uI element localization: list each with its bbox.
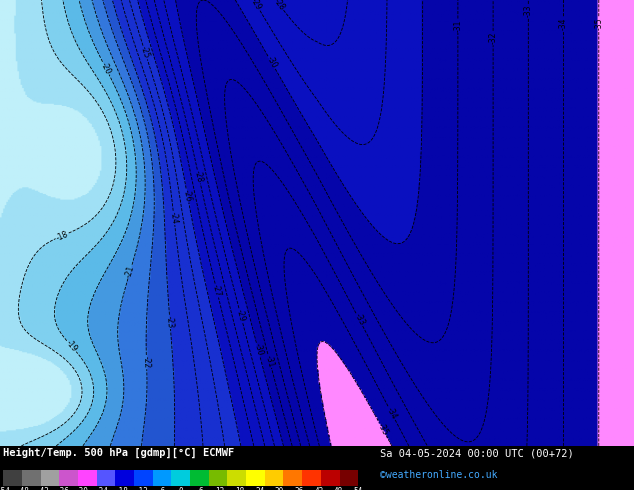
Text: -24: -24 (95, 487, 108, 490)
Text: -35: -35 (594, 17, 604, 30)
Text: Height/Temp. 500 hPa [gdmp][°C] ECMWF: Height/Temp. 500 hPa [gdmp][°C] ECMWF (3, 448, 235, 458)
Text: -29: -29 (235, 308, 247, 322)
Text: -34: -34 (559, 17, 568, 30)
Text: 30: 30 (275, 487, 284, 490)
Text: Sa 04-05-2024 00:00 UTC (00+72): Sa 04-05-2024 00:00 UTC (00+72) (380, 448, 574, 458)
Bar (190, 470, 209, 486)
Text: -6: -6 (157, 487, 165, 490)
Text: -30: -30 (264, 55, 279, 70)
Bar (41, 470, 59, 486)
Text: 0: 0 (178, 487, 183, 490)
Text: 54: 54 (354, 487, 363, 490)
Text: 18: 18 (235, 487, 245, 490)
Text: -18: -18 (55, 229, 70, 243)
Text: 24: 24 (255, 487, 264, 490)
Text: -30: -30 (75, 487, 89, 490)
Text: -31: -31 (264, 354, 276, 368)
Text: 12: 12 (216, 487, 225, 490)
Bar (3, 470, 22, 486)
Text: -29: -29 (249, 0, 263, 12)
Text: -19: -19 (64, 339, 79, 354)
Text: -36: -36 (55, 487, 69, 490)
Text: 6: 6 (198, 487, 203, 490)
Text: 42: 42 (314, 487, 323, 490)
Text: 36: 36 (294, 487, 304, 490)
Text: -33: -33 (353, 312, 366, 327)
Text: -23: -23 (165, 316, 175, 328)
Text: -32: -32 (489, 32, 498, 44)
Bar (302, 470, 321, 486)
Text: -31: -31 (453, 20, 462, 32)
Text: -25: -25 (139, 45, 152, 60)
Bar (153, 470, 171, 486)
Bar (22, 470, 41, 486)
Bar (209, 470, 228, 486)
Text: -18: -18 (115, 487, 129, 490)
Text: -35: -35 (376, 421, 390, 437)
Text: -28: -28 (272, 0, 287, 12)
Bar (96, 470, 115, 486)
Text: -48: -48 (16, 487, 30, 490)
Text: -28: -28 (193, 170, 205, 184)
Text: -33: -33 (524, 5, 533, 18)
Bar (340, 470, 358, 486)
Bar (246, 470, 265, 486)
Text: -42: -42 (36, 487, 49, 490)
Text: -27: -27 (211, 284, 223, 297)
Bar (283, 470, 302, 486)
Text: -20: -20 (99, 61, 113, 76)
Text: -30: -30 (252, 343, 264, 357)
Bar (115, 470, 134, 486)
Text: -26: -26 (182, 189, 193, 202)
Bar (134, 470, 153, 486)
Bar (59, 470, 78, 486)
Text: -34: -34 (385, 406, 399, 421)
Bar (78, 470, 96, 486)
Text: 48: 48 (334, 487, 343, 490)
Text: -24: -24 (169, 211, 179, 224)
Bar (171, 470, 190, 486)
Bar (265, 470, 283, 486)
Bar (228, 470, 246, 486)
Text: -54: -54 (0, 487, 10, 490)
Text: -21: -21 (124, 265, 136, 279)
Text: ©weatheronline.co.uk: ©weatheronline.co.uk (380, 470, 498, 480)
Text: -12: -12 (134, 487, 148, 490)
Text: -22: -22 (142, 356, 152, 368)
Bar (321, 470, 340, 486)
